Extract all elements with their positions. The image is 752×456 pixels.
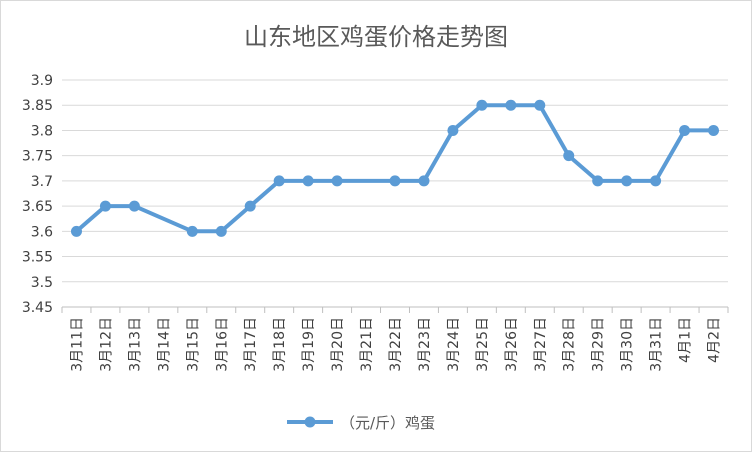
x-tick-label: 3月13日 (127, 317, 143, 372)
x-tick-label: 3月31日 (649, 317, 665, 372)
y-tick-label: 3.6 (31, 224, 53, 240)
gridlines (62, 79, 728, 308)
x-tick-label: 3月19日 (301, 317, 317, 372)
y-tick-label: 3.65 (22, 199, 53, 215)
x-tick-label: 3月22日 (388, 317, 404, 372)
y-tick-label: 3.7 (31, 174, 53, 190)
y-tick-label: 3.85 (22, 98, 53, 114)
data-point (621, 175, 633, 187)
data-point (215, 225, 227, 237)
x-axis: 3月11日 3月12日 3月13日 3月14日 3月15日 3月16日 3月17日 3月18日… (61, 307, 729, 372)
x-tick-label: 3月25日 (475, 317, 491, 372)
x-tick-label: 3月11日 (69, 317, 85, 372)
data-point (534, 99, 546, 111)
y-tick-label: 3.75 (22, 149, 53, 165)
y-tick-label: 3.5 (31, 275, 53, 291)
x-tick-label: 3月21日 (359, 317, 375, 372)
y-tick-label: 3.9 (31, 73, 53, 89)
data-point (592, 175, 604, 187)
y-tick-label: 3.45 (22, 300, 53, 316)
data-point (331, 175, 343, 187)
x-tick-label: 3月20日 (330, 317, 346, 372)
x-tick-label: 3月15日 (185, 317, 201, 372)
series-line (74, 103, 716, 234)
x-tick-label: 3月30日 (620, 317, 636, 372)
data-point (505, 99, 517, 111)
data-point (70, 225, 82, 237)
y-axis-ticks: 3.9 3.85 3.8 3.75 3.7 3.65 3.6 3.55 3.5 3.45 (22, 73, 53, 316)
data-point (128, 200, 140, 212)
x-tick-label: 3月23日 (417, 317, 433, 372)
data-point (418, 175, 430, 187)
data-point (99, 200, 111, 212)
x-tick-label: 3月18日 (272, 317, 288, 372)
data-point (389, 175, 401, 187)
x-tick-label: 3月16日 (214, 317, 230, 372)
x-tick-label: 3月27日 (533, 317, 549, 372)
data-point (563, 150, 575, 162)
data-point (650, 175, 662, 187)
legend-label: （元/斤）鸡蛋 (340, 414, 435, 432)
data-point (186, 225, 198, 237)
data-point (447, 124, 459, 136)
data-point (679, 124, 691, 136)
data-point (708, 124, 720, 136)
data-point (476, 99, 488, 111)
data-point (273, 175, 285, 187)
legend: （元/斤）鸡蛋 (287, 414, 435, 432)
y-tick-label: 3.8 (31, 123, 53, 139)
data-point (302, 175, 314, 187)
chart-title: 山东地区鸡蛋价格走势图 (244, 23, 508, 51)
x-tick-label: 3月14日 (156, 317, 172, 372)
y-tick-label: 3.55 (22, 250, 53, 266)
legend-marker (304, 416, 316, 428)
x-tick-label: 3月24日 (446, 317, 462, 372)
x-tick-label: 3月12日 (98, 317, 114, 372)
x-tick-label: 4月1日 (678, 317, 694, 363)
x-tick-label: 4月2日 (707, 317, 723, 363)
x-tick-label: 3月28日 (562, 317, 578, 372)
series-layer (70, 99, 720, 237)
x-tick-label: 3月17日 (243, 317, 259, 372)
x-tick-label: 3月29日 (591, 317, 607, 372)
x-tick-label: 3月26日 (504, 317, 520, 372)
data-point (244, 200, 256, 212)
